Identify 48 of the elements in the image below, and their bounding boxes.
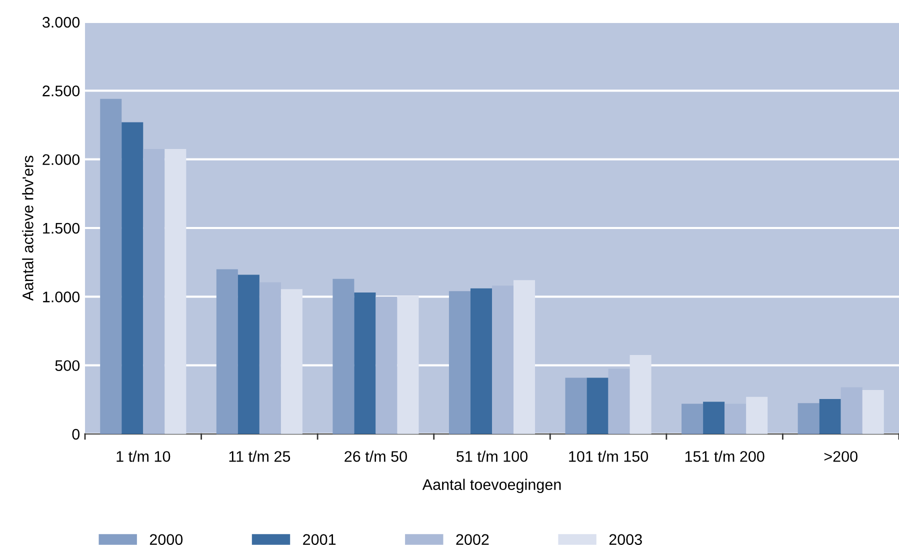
x-axis-title: Aantal toevoegingen [422, 478, 561, 494]
bar [164, 149, 186, 434]
x-tick-label: >200 [824, 451, 858, 462]
bar [397, 296, 419, 434]
legend-label: 2001 [303, 534, 336, 545]
bar [682, 404, 704, 434]
x-tick-label: 151 t/m 200 [685, 450, 764, 462]
bar [448, 291, 470, 434]
bar [630, 355, 652, 434]
bar [280, 289, 302, 434]
x-tick-label: 1 t/m 10 [116, 450, 170, 462]
bar [586, 378, 608, 434]
y-tick-label: 1.500 [43, 222, 80, 234]
y-tick-label: 2.500 [42, 86, 80, 96]
x-tick-label: 101 t/m 150 [569, 450, 648, 462]
y-tick-label: 1.000 [43, 292, 80, 302]
bar [840, 387, 862, 434]
bar [724, 404, 746, 434]
bar [122, 122, 144, 434]
bar [354, 292, 376, 434]
legend-label: 2003 [609, 534, 642, 545]
bar [703, 402, 725, 434]
y-tick-label: 500 [55, 360, 80, 372]
legend-label: 2002 [456, 534, 489, 545]
x-tick-label: 11 t/m 25 [229, 450, 290, 462]
bar [216, 269, 238, 434]
bar [746, 396, 768, 434]
bar [492, 286, 514, 434]
bar [798, 403, 820, 434]
y-tick-label: 0 [72, 428, 80, 440]
bar [470, 288, 492, 434]
y-axis-title: Aantal actieve rbv'ers [22, 156, 34, 301]
bar [259, 282, 281, 434]
legend-label: 2000 [150, 534, 183, 545]
y-tick-label: 2.000 [42, 154, 80, 166]
bar [238, 274, 260, 434]
y-tick-label: 3.000 [42, 16, 80, 28]
bar [376, 296, 398, 434]
x-tick-label: 26 t/m 50 [344, 450, 407, 462]
bar [143, 149, 165, 434]
bar [514, 280, 536, 434]
bar [608, 368, 630, 434]
bar [565, 378, 587, 434]
bar [862, 390, 884, 434]
bar [332, 278, 354, 434]
bar [819, 398, 841, 434]
x-tick-label: 51 t/m 100 [456, 450, 528, 462]
bar [100, 98, 122, 434]
